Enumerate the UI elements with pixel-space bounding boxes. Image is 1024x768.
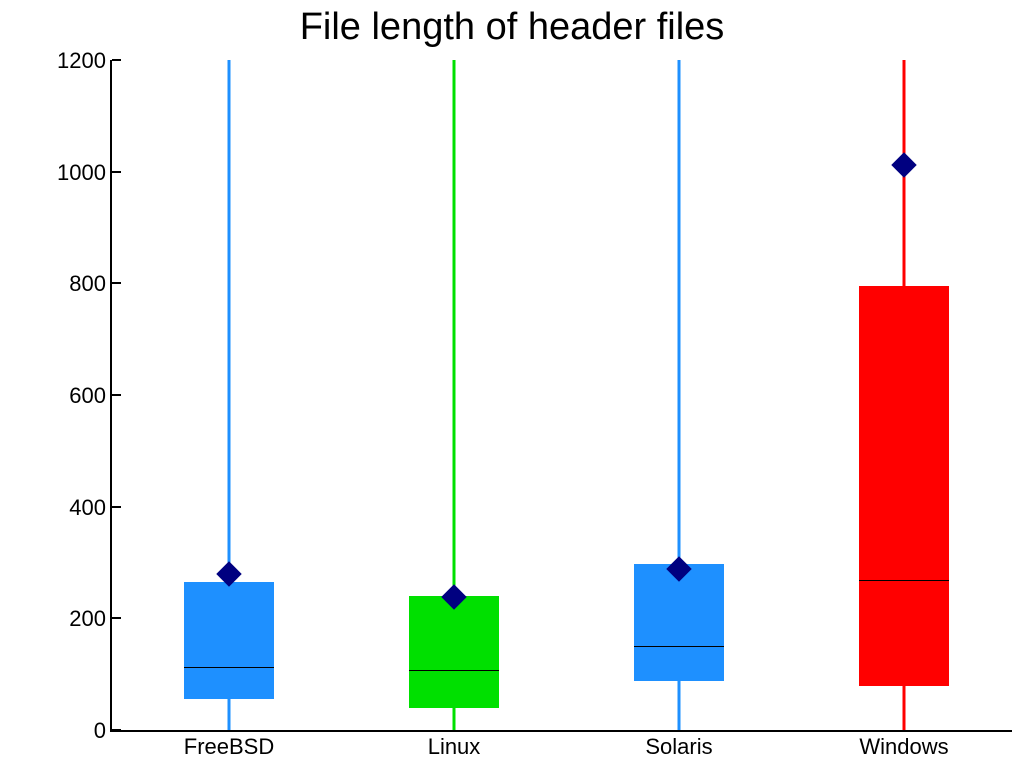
y-tick-label: 1200 (57, 48, 106, 74)
x-tick-label: FreeBSD (184, 734, 274, 760)
y-tick: 1200 (112, 59, 121, 61)
box-median (409, 670, 499, 671)
y-tick: 400 (112, 506, 121, 508)
boxplot-chart: File length of header files 0 200 400 600 80… (0, 0, 1024, 768)
x-tick-label: Linux (428, 734, 481, 760)
box-median (859, 580, 949, 581)
box-body (184, 582, 274, 699)
box-median (184, 667, 274, 668)
chart-title: File length of header files (0, 6, 1024, 49)
y-tick-label: 0 (94, 718, 106, 744)
x-tick-label: Solaris (645, 734, 712, 760)
x-tick-label: Windows (859, 734, 948, 760)
plot-area: 020040060080010001200FreeBSDLinuxSolaris… (110, 60, 1012, 732)
y-tick: 200 (112, 617, 121, 619)
y-tick: 800 (112, 282, 121, 284)
box-body (859, 286, 949, 686)
y-tick-label: 400 (69, 495, 106, 521)
y-tick-label: 1000 (57, 160, 106, 186)
box-body (409, 596, 499, 708)
y-tick-label: 200 (69, 606, 106, 632)
y-tick: 600 (112, 394, 121, 396)
mean-marker-icon (891, 152, 916, 177)
y-tick-label: 800 (69, 271, 106, 297)
y-tick-label: 600 (69, 383, 106, 409)
box-median (634, 646, 724, 647)
y-tick: 1000 (112, 171, 121, 173)
y-tick: 0 (112, 729, 121, 731)
